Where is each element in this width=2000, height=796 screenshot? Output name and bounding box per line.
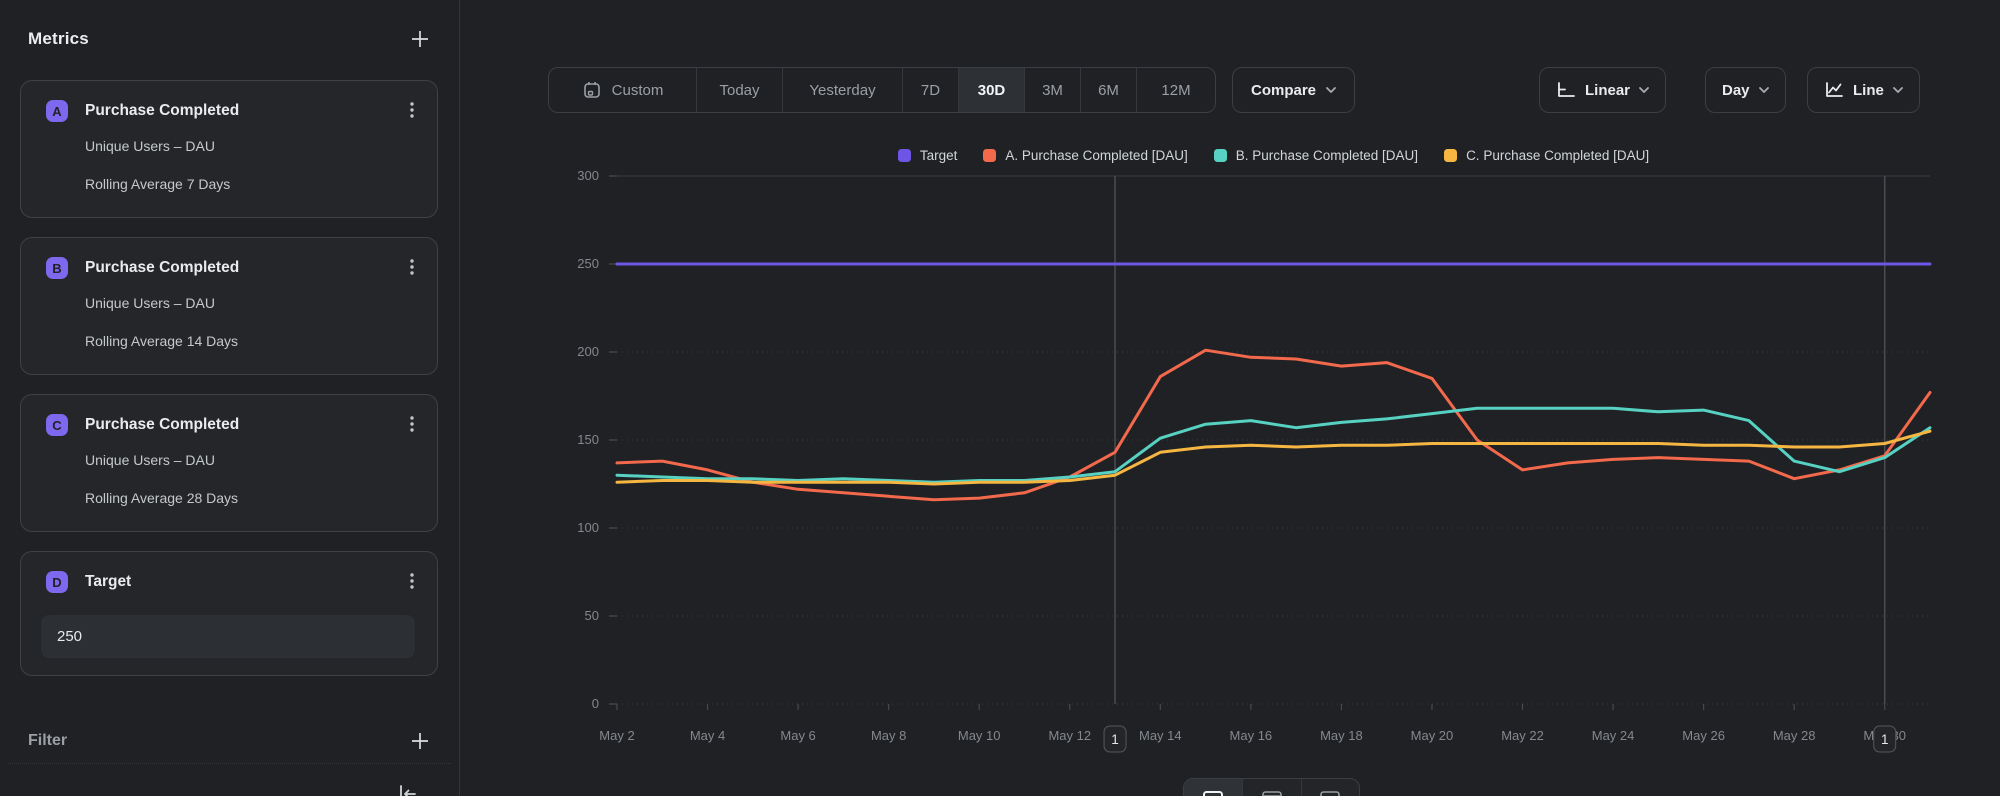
metric-card-a[interactable]: A Purchase Completed Unique Users – DAU … [20,80,438,218]
card-menu-button[interactable] [397,409,427,439]
metric-card-b[interactable]: B Purchase Completed Unique Users – DAU … [20,237,438,375]
x-axis-label: May 28 [1773,728,1816,743]
target-value-input[interactable] [41,615,415,658]
add-filter-button[interactable] [405,726,435,756]
x-axis-label: May 10 [958,728,1001,743]
view-toggle-chart-table[interactable] [1242,779,1300,796]
sidebar-header: Metrics [28,24,435,54]
metric-measure: Unique Users – DAU [85,452,215,468]
chart-panel: Custom Today Yesterday 7D 30D 3M 6M 12M … [460,0,2000,796]
sidebar-title: Metrics [28,29,89,49]
metric-letter-chip: B [46,257,68,279]
kebab-icon [410,102,414,118]
x-axis-label: May 18 [1320,728,1363,743]
kebab-icon [410,259,414,275]
y-axis-label: 100 [577,520,599,535]
x-axis-label: May 14 [1139,728,1182,743]
x-axis-label: May 20 [1411,728,1454,743]
metrics-sidebar: Metrics A Purchase Completed Unique User… [0,0,460,796]
x-axis-label: May 12 [1048,728,1091,743]
target-card[interactable]: D Target [20,551,438,676]
card-menu-button[interactable] [397,252,427,282]
metric-rolling-average: Rolling Average 7 Days [85,176,230,192]
metric-measure: Unique Users – DAU [85,295,215,311]
x-axis-label: May 4 [690,728,725,743]
kebab-icon [410,573,414,589]
chart-and-table-view-icon [1260,788,1284,796]
line-chart[interactable]: 0 50 100 150 200 250 300 May 2 May 4 May 6 May 8 Ma… [460,0,2000,796]
kebab-icon [410,416,414,432]
y-axis-label: 50 [585,608,599,623]
metric-letter-chip: D [46,571,68,593]
y-axis-label: 150 [577,432,599,447]
metric-letter-chip: C [46,414,68,436]
collapse-left-icon [395,782,419,796]
x-axis-label: May 24 [1592,728,1635,743]
annotation-badge-label: 1 [1111,732,1119,747]
filter-section: Filter [28,726,435,756]
x-axis-label: May 6 [780,728,815,743]
x-axis-label: May 2 [599,728,634,743]
x-axis-label: May 16 [1230,728,1273,743]
metric-letter-chip: A [46,100,68,122]
view-toggle-chart[interactable] [1184,779,1242,796]
annotation-badge-label: 1 [1881,732,1889,747]
add-metric-button[interactable] [405,24,435,54]
sidebar-divider [8,763,451,764]
y-axis-label: 250 [577,256,599,271]
x-axis-label: May 22 [1501,728,1544,743]
card-menu-button[interactable] [397,566,427,596]
y-axis-label: 300 [577,168,599,183]
view-toggle-group [1183,778,1360,796]
x-axis-label: May 26 [1682,728,1725,743]
view-toggle-table[interactable] [1301,779,1359,796]
metric-measure: Unique Users – DAU [85,138,215,154]
x-axis-label: May 8 [871,728,906,743]
metric-title: Purchase Completed [85,102,239,120]
y-axis-label: 0 [592,696,599,711]
filter-label: Filter [28,732,67,750]
collapse-sidebar-button[interactable] [392,779,422,796]
y-axis-label: 200 [577,344,599,359]
metric-rolling-average: Rolling Average 14 Days [85,333,238,349]
metric-title: Purchase Completed [85,416,239,434]
series-line-c-purchase-completed-dau- [617,431,1930,484]
metric-title: Purchase Completed [85,259,239,277]
metric-rolling-average: Rolling Average 28 Days [85,490,238,506]
card-menu-button[interactable] [397,95,427,125]
plus-icon [411,30,429,48]
target-title: Target [85,573,131,591]
table-view-icon [1318,788,1342,796]
plus-icon [411,732,429,750]
metric-card-c[interactable]: C Purchase Completed Unique Users – DAU … [20,394,438,532]
chart-view-icon [1201,788,1225,796]
